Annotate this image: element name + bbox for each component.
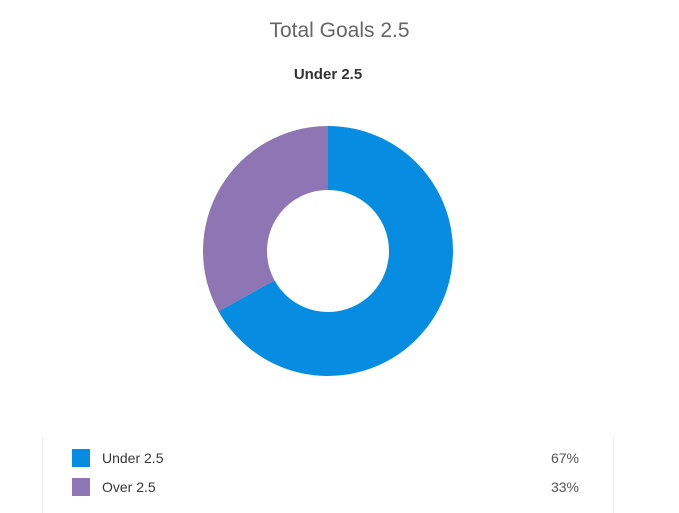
donut-slice-Over 2.5[interactable]	[203, 126, 328, 312]
legend-item-under[interactable]: Under 2.5 67%	[72, 449, 579, 467]
donut-chart	[203, 126, 453, 376]
chart-subtitle: Under 2.5	[293, 66, 363, 83]
legend-divider-right	[613, 437, 614, 513]
legend-value: 67%	[550, 450, 579, 466]
legend-value: 33%	[550, 479, 579, 495]
legend-label: Over 2.5	[102, 479, 156, 495]
chart-legend: Under 2.5 67% Over 2.5 33%	[72, 449, 579, 507]
legend-item-over[interactable]: Over 2.5 33%	[72, 478, 579, 496]
legend-label: Under 2.5	[102, 450, 164, 466]
donut-slice-Under 2.5[interactable]	[218, 126, 453, 376]
legend-divider-left	[42, 437, 43, 513]
legend-swatch-under	[72, 449, 90, 467]
chart-title: Total Goals 2.5	[269, 19, 410, 42]
legend-swatch-over	[72, 478, 90, 496]
